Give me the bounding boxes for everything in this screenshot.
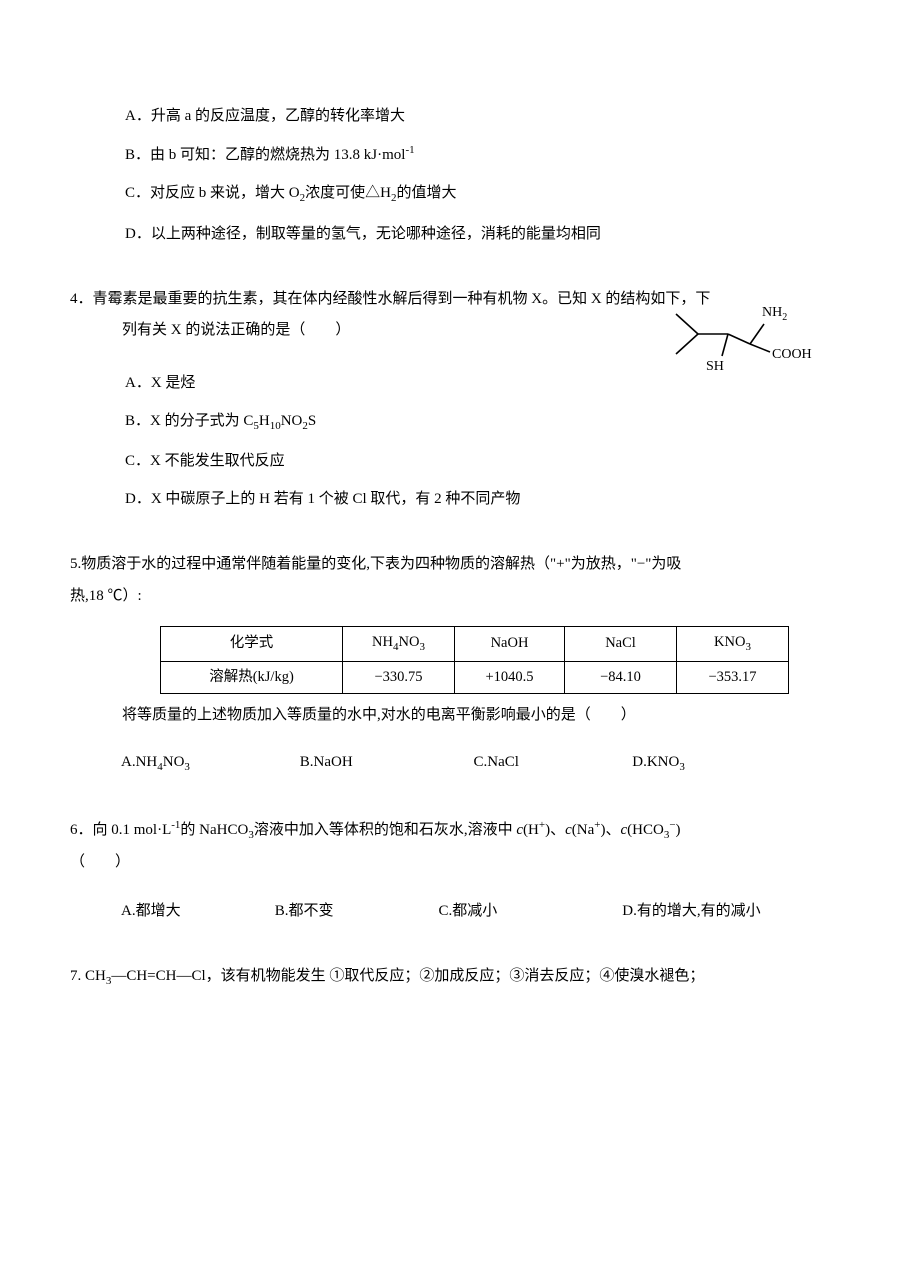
q3-option-d: D．以上两种途径，制取等量的氢气，无论哪种途径，消耗的能量均相同: [125, 222, 850, 246]
q4b-m2: NO: [281, 413, 303, 429]
q6-options-row: A.都增大 B.都不变 C.都减小 D.有的增大,有的减小: [121, 900, 850, 923]
q6-paren: （ ）: [70, 847, 850, 879]
q6-p4: (H: [523, 822, 539, 838]
q4-option-b: B．X 的分子式为 C5H10NO2S: [125, 409, 850, 436]
q6-p5: )、: [545, 822, 565, 838]
q5-stem-line1: 5.物质溶于水的过程中通常伴随着能量的变化,下表为四种物质的溶解热（"+"为放热…: [70, 549, 850, 581]
q6-p2: 的 NaHCO: [180, 822, 248, 838]
mol-nh2-label: NH2: [762, 305, 787, 323]
th-nacl: NaCl: [565, 627, 677, 661]
q6-p7: )、: [600, 822, 620, 838]
val-nh4no3: −330.75: [343, 661, 455, 694]
q6-p9: ): [676, 822, 681, 838]
q6-option-c: C.都减小: [439, 900, 619, 923]
q6-p1: 6．向 0.1 mol·L: [70, 822, 171, 838]
q5-option-c: C.NaCl: [474, 751, 629, 774]
q5-option-d: D.KNO3: [632, 751, 752, 776]
q6-option-a: A.都增大: [121, 900, 271, 923]
q4b-s2: 10: [270, 420, 281, 432]
question-4: 4．青霉素是最重要的抗生素，其在体内经酸性水解后得到一种有机物 X。已知 X 的…: [70, 284, 850, 512]
q3c-p2: 浓度可使△H: [305, 185, 391, 201]
th-nh4no3: NH4NO3: [343, 627, 455, 661]
q3c-p3: 的值增大: [396, 185, 456, 201]
q6-stem: 6．向 0.1 mol·L-1的 NaHCO3溶液中加入等体积的饱和石灰水,溶液…: [70, 814, 850, 847]
q4b-m3: S: [308, 413, 316, 429]
dissolution-heat-table: 化学式 NH4NO3 NaOH NaCl KNO3 溶解热(kJ/kg) −33…: [160, 626, 789, 694]
q5-option-b: B.NaOH: [300, 751, 470, 774]
q5-options-row: A.NH4NO3 B.NaOH C.NaCl D.KNO3: [121, 751, 850, 776]
q3c-p1: C．对反应 b 来说，增大 O: [125, 185, 300, 201]
q3-option-c: C．对反应 b 来说，增大 O2浓度可使△H2的值增大: [125, 181, 850, 208]
q4-option-d: D．X 中碳原子上的 H 若有 1 个被 Cl 取代，有 2 种不同产物: [125, 487, 850, 511]
q3-option-a: A．升高 a 的反应温度，乙醇的转化率增大: [125, 104, 850, 128]
val-naoh: +1040.5: [455, 661, 565, 694]
q7-stem: 7. CH3—CH=CH—Cl，该有机物能发生 ①取代反应；②加成反应；③消去反…: [70, 961, 850, 993]
th-kno3: KNO3: [677, 627, 789, 661]
q5-after-table: 将等质量的上述物质加入等质量的水中,对水的电离平衡影响最小的是（ ）: [122, 702, 850, 729]
q5-option-a: A.NH4NO3: [121, 751, 296, 776]
q6-p3: 溶液中加入等体积的饱和石灰水,溶液中: [254, 822, 517, 838]
q4b-m1: H: [259, 413, 270, 429]
q3-option-b: B．由 b 可知：乙醇的燃烧热为 13.8 kJ·mol-1: [125, 142, 850, 167]
q3-optB-sup: -1: [405, 144, 414, 156]
molecule-structure-svg: NH2 COOH SH: [660, 294, 820, 384]
table-data-row: 溶解热(kJ/kg) −330.75 +1040.5 −84.10 −353.1…: [161, 661, 789, 694]
q4b-pre: B．X 的分子式为 C: [125, 413, 253, 429]
mol-sh-label: SH: [706, 359, 724, 374]
table-header-row: 化学式 NH4NO3 NaOH NaCl KNO3: [161, 627, 789, 661]
mol-cooh-label: COOH: [772, 347, 812, 362]
val-nacl: −84.10: [565, 661, 677, 694]
q4-option-c: C．X 不能发生取代反应: [125, 449, 850, 473]
val-kno3: −353.17: [677, 661, 789, 694]
q5-stem-line2: 热,18 ℃）:: [70, 581, 850, 613]
q6-p8: (HCO: [627, 822, 664, 838]
q6-option-b: B.都不变: [275, 900, 435, 923]
q3-optB-text: B．由 b 可知：乙醇的燃烧热为 13.8 kJ·mol: [125, 147, 405, 163]
q6-p6: (Na: [572, 822, 595, 838]
q6-c2: c: [565, 822, 572, 838]
row-label: 溶解热(kJ/kg): [161, 661, 343, 694]
q6-option-d: D.有的增大,有的减小: [622, 900, 802, 923]
q7-p1: 7. CH: [70, 968, 106, 984]
q7-p2: —CH=CH—Cl，该有机物能发生 ①取代反应；②加成反应；③消去反应；④使溴水…: [111, 968, 704, 984]
th-formula: 化学式: [161, 627, 343, 661]
th-naoh: NaOH: [455, 627, 565, 661]
